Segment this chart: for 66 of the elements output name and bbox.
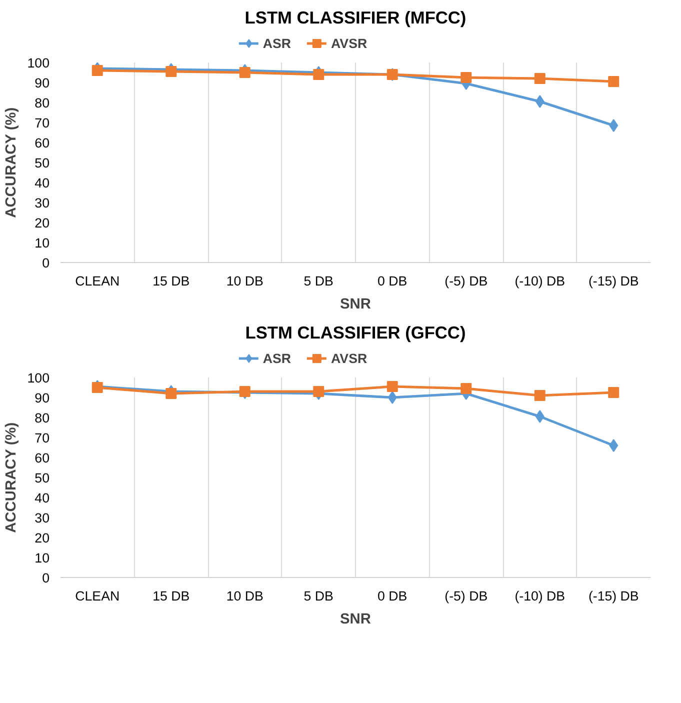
y-tick-label: 100	[27, 370, 50, 386]
point	[92, 65, 103, 76]
y-tick-label: 70	[34, 430, 50, 446]
x-tick-label: (-5) DB	[444, 274, 488, 288]
y-tick-label: 0	[42, 570, 50, 586]
y-tick-label: 80	[34, 410, 50, 426]
x-tick-label: 10 DB	[226, 588, 264, 604]
point	[313, 386, 324, 397]
point	[534, 73, 546, 84]
point	[388, 391, 397, 404]
point	[609, 119, 618, 132]
y-tick-label: 60	[34, 450, 50, 466]
x-tick-label: 0 DB	[378, 274, 408, 288]
point	[166, 388, 177, 399]
legend-label: ASR	[262, 350, 292, 366]
y-tick-label: 30	[34, 510, 50, 526]
y-tick-label: 90	[34, 76, 50, 90]
legend-label: ASR	[262, 36, 292, 50]
x-tick-label: 10 DB	[226, 274, 264, 288]
chart-title: LSTM CLASSIFIER (MFCC)	[244, 8, 466, 28]
y-tick-label: 60	[34, 136, 50, 150]
x-tick-label: (-15) DB	[588, 274, 639, 288]
point	[608, 387, 620, 398]
x-tick-label: (-15) DB	[588, 588, 639, 604]
x-tick-label: 5 DB	[304, 588, 334, 604]
point	[535, 95, 544, 108]
y-tick-label: 40	[34, 176, 50, 190]
x-tick-label: (-5) DB	[444, 588, 488, 604]
point	[460, 383, 472, 394]
y-axis-title: ACCURACY (%)	[3, 422, 20, 533]
legend-label: AVSR	[331, 36, 368, 50]
y-tick-label: 50	[34, 470, 50, 486]
x-tick-label: 15 DB	[152, 588, 190, 604]
point	[166, 66, 177, 77]
y-tick-label: 0	[42, 256, 50, 270]
chart-title: LSTM CLASSIFIER (GFCC)	[245, 322, 466, 342]
y-tick-label: 10	[34, 550, 50, 566]
x-axis-title: SNR	[340, 612, 372, 628]
point	[608, 76, 620, 87]
x-tick-label: (-10) DB	[514, 588, 566, 604]
point	[534, 390, 546, 401]
y-tick-label: 30	[34, 196, 50, 210]
point	[460, 72, 472, 83]
point	[386, 381, 398, 392]
x-tick-label: (-10) DB	[514, 274, 566, 288]
x-tick-label: 5 DB	[304, 274, 334, 288]
legend-label: AVSR	[331, 350, 368, 366]
y-tick-label: 90	[34, 390, 50, 406]
y-tick-label: 40	[34, 490, 50, 506]
point	[535, 410, 544, 423]
y-axis-title: ACCURACY (%)	[3, 107, 20, 218]
y-tick-label: 20	[34, 216, 50, 230]
point	[313, 69, 324, 80]
y-tick-label: 80	[34, 96, 50, 110]
x-axis-title: SNR	[340, 296, 372, 312]
y-tick-label: 50	[34, 156, 50, 170]
x-tick-label: 0 DB	[378, 588, 408, 604]
point	[239, 67, 250, 78]
y-tick-label: 20	[34, 530, 50, 546]
point	[609, 439, 618, 452]
y-tick-label: 10	[34, 236, 50, 250]
y-tick-label: 70	[34, 116, 50, 130]
y-tick-label: 100	[27, 56, 50, 70]
x-tick-label: 15 DB	[152, 274, 190, 288]
x-tick-label: CLEAN	[75, 588, 120, 604]
x-tick-label: CLEAN	[75, 274, 120, 288]
